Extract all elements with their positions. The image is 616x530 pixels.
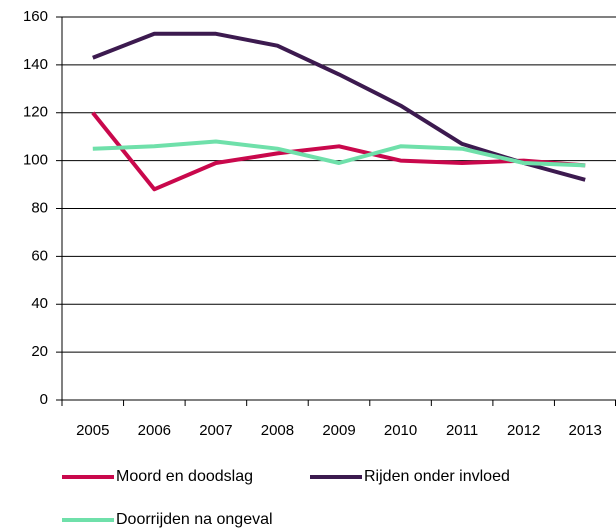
series-line	[91, 111, 586, 192]
x-tick-label: 2006	[138, 422, 171, 439]
y-tick-label: 20	[31, 343, 48, 360]
legend-label: Doorrijden na ongeval	[116, 511, 273, 528]
y-tick-label: 100	[23, 152, 48, 169]
x-tick-label: 2012	[507, 422, 540, 439]
y-tick-label: 160	[23, 8, 48, 25]
series-line	[92, 31, 586, 182]
x-tick-label: 2010	[384, 422, 417, 439]
series-line	[92, 139, 586, 168]
x-tick-label: 2007	[199, 422, 232, 439]
legend-label: Rijden onder invloed	[364, 468, 510, 485]
x-tick-label: 2009	[322, 422, 355, 439]
y-tick-label: 80	[31, 199, 48, 216]
y-tick-label: 60	[31, 247, 48, 264]
y-tick-label: 0	[40, 391, 48, 408]
legend-label: Moord en doodslag	[116, 468, 253, 485]
x-tick-label: 2005	[76, 422, 109, 439]
x-tick-label: 2011	[446, 422, 478, 439]
y-tick-label: 140	[23, 56, 48, 73]
y-tick-label: 120	[23, 104, 48, 121]
y-tick-label: 40	[31, 295, 48, 312]
x-tick-label: 2013	[569, 422, 602, 439]
x-tick-label: 2008	[261, 422, 294, 439]
